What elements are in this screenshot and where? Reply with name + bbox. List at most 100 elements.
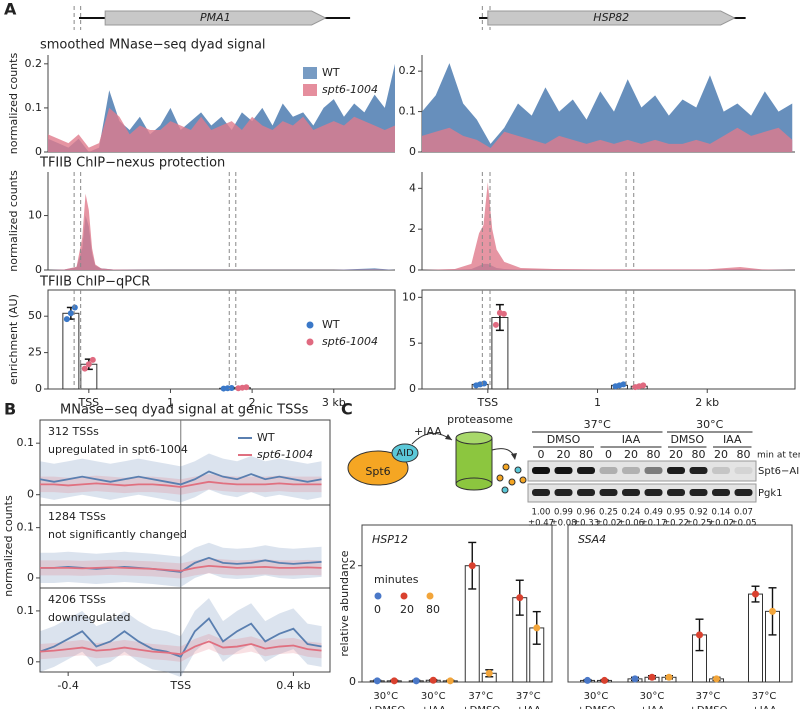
y-tick-label: 0.2	[25, 57, 43, 70]
x-tick-label: +IAA	[751, 705, 776, 709]
band	[554, 467, 573, 474]
time-label: 20	[557, 448, 571, 461]
y-axis-label: normalized counts	[7, 170, 20, 272]
point	[696, 631, 703, 639]
quantification: 0.99	[554, 508, 573, 518]
gene-body	[487, 10, 736, 26]
point	[713, 675, 720, 683]
plot-frame	[567, 524, 793, 683]
band	[40, 598, 322, 678]
y-tick-label: 2	[409, 222, 416, 235]
legend-label: spt6-1004	[322, 335, 378, 348]
band	[689, 467, 708, 474]
y-tick-label: 0	[35, 145, 42, 158]
time-label: 80	[692, 448, 706, 461]
quantification-error: ±0.02	[595, 519, 621, 529]
point	[468, 562, 476, 570]
replicate-point	[63, 316, 70, 323]
time-label: 80	[737, 448, 751, 461]
band	[577, 467, 595, 474]
band	[40, 453, 322, 503]
x-tick-label: 30°C	[373, 691, 398, 702]
gene-name: PMA1	[200, 11, 231, 24]
quantification: 0.14	[712, 508, 731, 518]
x-tick-label: +IAA	[516, 705, 541, 709]
quantification: 0.25	[599, 508, 618, 518]
blot-row-label: Spt6−AID	[758, 466, 800, 477]
x-tick-label: 3 kb	[322, 396, 346, 409]
point	[769, 607, 776, 615]
fragment	[508, 478, 516, 486]
replicate-point	[620, 381, 627, 388]
band	[599, 467, 618, 474]
band	[734, 467, 753, 474]
arrow	[491, 448, 516, 459]
y-tick-label: 0	[409, 263, 416, 276]
x-tick-label: 0.4 kb	[276, 679, 310, 692]
replicate-point	[71, 304, 78, 311]
x-tick-label: +DMSO	[366, 705, 405, 709]
gene-name: HSP82	[593, 11, 629, 24]
fragment	[519, 476, 527, 484]
y-tick-label: 0	[349, 675, 356, 688]
line	[39, 640, 322, 656]
band	[734, 489, 753, 496]
fragment	[502, 463, 510, 471]
bar	[62, 312, 80, 390]
point	[601, 676, 608, 684]
area	[422, 182, 795, 270]
band	[667, 489, 685, 496]
panel-label: B	[4, 400, 16, 419]
aid-diagram: Spt6 AID +IAA proteasome	[347, 413, 527, 494]
proteasome-body	[455, 437, 493, 485]
y-tick-label: 0	[35, 382, 42, 395]
y-tick-label: 2	[349, 559, 356, 572]
y-axis-label: relative abundance	[338, 550, 351, 656]
y-tick-label: 0	[27, 488, 34, 501]
legend-swatch	[306, 321, 314, 329]
annotation: 4206 TSSs	[48, 593, 106, 606]
band	[622, 489, 640, 496]
legend-label: spt6-1004	[257, 448, 313, 461]
band	[532, 467, 550, 474]
x-tick-label: 1	[594, 396, 601, 409]
x-tick-label: 30°C	[421, 691, 446, 702]
quantification-error: ±0.06	[618, 519, 644, 529]
time-label: 20	[624, 448, 638, 461]
legend-label: WT	[257, 431, 275, 444]
x-tick-label: +DMSO	[689, 705, 728, 709]
replicate-point	[89, 356, 96, 363]
time-label: 80	[647, 448, 661, 461]
blot-strip	[527, 460, 757, 482]
legend-swatch	[426, 592, 434, 600]
x-tick-label: +DMSO	[577, 705, 616, 709]
x-tick-label: TSS	[169, 679, 191, 692]
y-tick-label: 0.1	[399, 105, 417, 118]
y-axis-label: normalized counts	[7, 53, 20, 155]
band	[644, 489, 663, 496]
line	[40, 564, 322, 572]
treatment-label: IAA	[723, 433, 742, 446]
blot-strip	[527, 483, 757, 503]
arrowhead	[445, 434, 452, 440]
y-tick-label: 0.1	[25, 101, 43, 114]
annotation: 312 TSSs	[48, 425, 99, 438]
y-tick-label: 0.1	[17, 604, 35, 617]
area	[48, 193, 395, 270]
y-tick-label: 0	[27, 655, 34, 668]
replicate-point	[492, 321, 499, 328]
proteasome-top	[455, 431, 493, 445]
treatment-label: IAA	[622, 433, 641, 446]
replicate-point	[228, 384, 235, 391]
chart-title: TFIIB ChIP−nexus protection	[39, 156, 225, 171]
y-tick-label: 10	[28, 209, 42, 222]
treatment-label: DMSO	[547, 433, 581, 446]
annotation: upregulated in spt6-1004	[48, 443, 188, 456]
band	[40, 542, 322, 587]
band	[577, 489, 595, 496]
arrowhead	[511, 453, 517, 460]
area	[48, 107, 395, 152]
replicate-point	[500, 310, 507, 317]
band	[712, 467, 730, 474]
legend-title: minutes	[374, 573, 419, 586]
